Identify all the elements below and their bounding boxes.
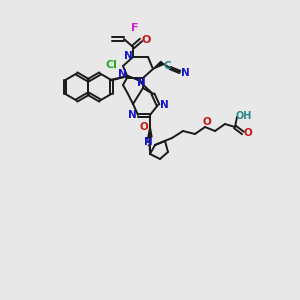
Text: O: O (140, 122, 148, 132)
Text: F: F (131, 23, 139, 33)
Polygon shape (153, 61, 163, 69)
Text: C: C (163, 61, 171, 71)
Polygon shape (148, 126, 152, 137)
Text: N: N (136, 78, 146, 88)
Text: OH: OH (236, 111, 252, 121)
Text: N: N (128, 110, 136, 120)
Text: N: N (181, 68, 189, 78)
Text: N: N (144, 137, 152, 147)
Text: N: N (118, 69, 126, 79)
Text: O: O (244, 128, 252, 138)
Text: Cl: Cl (105, 60, 117, 70)
Text: O: O (202, 117, 211, 127)
Text: N: N (124, 51, 132, 61)
Text: N: N (160, 100, 168, 110)
Text: O: O (141, 35, 151, 45)
